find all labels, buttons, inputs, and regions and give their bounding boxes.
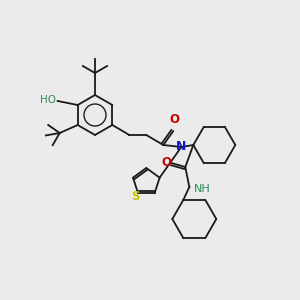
Text: NH: NH <box>194 184 211 194</box>
Text: O: O <box>169 113 179 126</box>
Text: HO: HO <box>40 95 56 105</box>
Text: O: O <box>161 157 171 169</box>
Text: N: N <box>176 140 187 154</box>
Text: S: S <box>131 190 139 203</box>
